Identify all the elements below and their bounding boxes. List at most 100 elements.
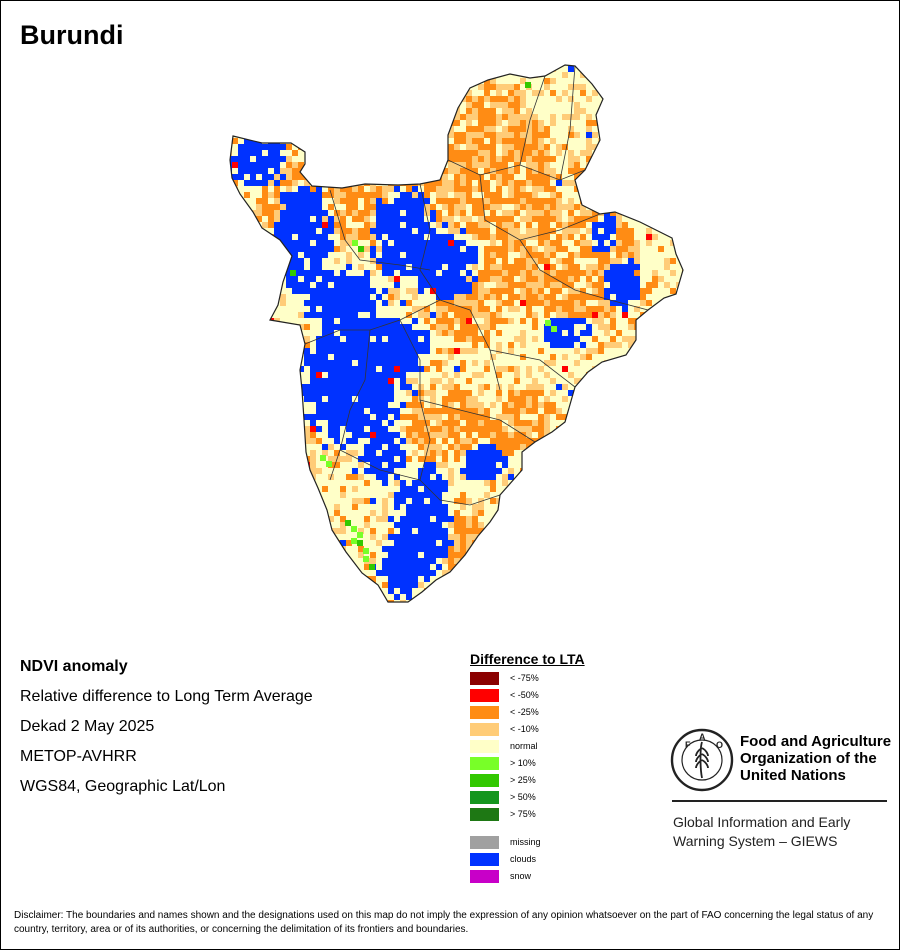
anomaly-pixel bbox=[478, 162, 484, 168]
anomaly-pixel bbox=[460, 300, 466, 306]
anomaly-pixel bbox=[256, 414, 262, 420]
anomaly-pixel bbox=[460, 282, 466, 288]
anomaly-pixel bbox=[394, 78, 400, 84]
anomaly-pixel bbox=[688, 474, 694, 480]
anomaly-pixel bbox=[286, 192, 292, 198]
anomaly-pixel bbox=[502, 180, 508, 186]
anomaly-pixel bbox=[230, 222, 232, 228]
anomaly-pixel bbox=[310, 65, 316, 66]
anomaly-pixel bbox=[604, 468, 610, 474]
anomaly-pixel bbox=[580, 108, 586, 114]
anomaly-pixel bbox=[394, 222, 400, 228]
anomaly-pixel bbox=[412, 420, 418, 426]
anomaly-pixel bbox=[538, 366, 544, 372]
anomaly-pixel bbox=[286, 174, 292, 180]
anomaly-pixel bbox=[304, 66, 310, 72]
anomaly-pixel bbox=[454, 318, 460, 324]
fao-name-line-1: Food and Agriculture bbox=[740, 733, 892, 750]
anomaly-pixel bbox=[538, 606, 544, 612]
anomaly-pixel bbox=[334, 294, 340, 300]
anomaly-pixel bbox=[280, 366, 286, 372]
anomaly-pixel bbox=[310, 378, 316, 384]
anomaly-pixel bbox=[334, 192, 340, 198]
anomaly-pixel bbox=[352, 588, 358, 594]
anomaly-pixel bbox=[598, 162, 604, 168]
anomaly-pixel bbox=[508, 288, 514, 294]
anomaly-pixel bbox=[442, 360, 448, 366]
anomaly-pixel bbox=[484, 66, 490, 72]
anomaly-pixel bbox=[406, 168, 412, 174]
anomaly-pixel bbox=[538, 228, 544, 234]
anomaly-pixel bbox=[448, 264, 454, 270]
anomaly-pixel bbox=[406, 312, 412, 318]
anomaly-pixel bbox=[424, 390, 430, 396]
anomaly-pixel bbox=[478, 324, 484, 330]
anomaly-pixel bbox=[322, 342, 328, 348]
anomaly-pixel bbox=[376, 246, 382, 252]
anomaly-pixel bbox=[316, 600, 322, 602]
anomaly-pixel bbox=[568, 126, 574, 132]
anomaly-pixel bbox=[694, 576, 700, 582]
anomaly-pixel bbox=[406, 414, 412, 420]
anomaly-pixel bbox=[646, 582, 652, 588]
anomaly-pixel bbox=[322, 210, 328, 216]
anomaly-pixel bbox=[574, 312, 580, 318]
anomaly-pixel bbox=[532, 162, 538, 168]
anomaly-pixel bbox=[688, 384, 694, 390]
anomaly-pixel bbox=[244, 324, 250, 330]
anomaly-pixel bbox=[622, 228, 628, 234]
anomaly-pixel bbox=[340, 300, 346, 306]
anomaly-pixel bbox=[316, 384, 322, 390]
anomaly-pixel bbox=[286, 468, 292, 474]
anomaly-pixel bbox=[502, 132, 508, 138]
anomaly-pixel bbox=[598, 564, 604, 570]
anomaly-pixel bbox=[412, 354, 418, 360]
anomaly-pixel bbox=[670, 270, 676, 276]
anomaly-pixel bbox=[508, 138, 514, 144]
anomaly-pixel bbox=[346, 426, 352, 432]
anomaly-pixel bbox=[346, 240, 352, 246]
anomaly-pixel bbox=[646, 300, 652, 306]
anomaly-pixel bbox=[340, 360, 346, 366]
anomaly-pixel bbox=[292, 408, 298, 414]
anomaly-pixel bbox=[550, 282, 556, 288]
anomaly-pixel bbox=[274, 552, 280, 558]
anomaly-pixel bbox=[274, 144, 280, 150]
anomaly-pixel bbox=[694, 204, 700, 210]
anomaly-pixel bbox=[652, 126, 658, 132]
anomaly-pixel bbox=[514, 192, 520, 198]
anomaly-pixel bbox=[286, 414, 292, 420]
anomaly-pixel bbox=[424, 516, 430, 522]
anomaly-pixel bbox=[418, 204, 424, 210]
anomaly-pixel bbox=[604, 384, 610, 390]
anomaly-pixel bbox=[526, 132, 532, 138]
anomaly-pixel bbox=[604, 252, 610, 258]
anomaly-pixel bbox=[352, 342, 358, 348]
anomaly-pixel bbox=[292, 192, 298, 198]
anomaly-pixel bbox=[538, 456, 544, 462]
anomaly-pixel bbox=[568, 534, 574, 540]
anomaly-pixel bbox=[670, 192, 676, 198]
anomaly-pixel bbox=[262, 198, 268, 204]
anomaly-pixel bbox=[610, 336, 616, 342]
anomaly-pixel bbox=[484, 192, 490, 198]
anomaly-pixel bbox=[466, 186, 472, 192]
anomaly-pixel bbox=[502, 450, 508, 456]
anomaly-pixel bbox=[388, 600, 394, 602]
anomaly-pixel bbox=[406, 330, 412, 336]
anomaly-pixel bbox=[364, 336, 370, 342]
anomaly-pixel bbox=[532, 300, 538, 306]
anomaly-pixel bbox=[262, 582, 268, 588]
anomaly-pixel bbox=[694, 462, 700, 468]
anomaly-pixel bbox=[592, 246, 598, 252]
anomaly-pixel bbox=[568, 168, 574, 174]
anomaly-pixel bbox=[220, 276, 226, 282]
anomaly-pixel bbox=[430, 438, 436, 444]
anomaly-pixel bbox=[562, 234, 568, 240]
province-boundary bbox=[329, 329, 371, 481]
anomaly-pixel bbox=[466, 132, 472, 138]
anomaly-pixel bbox=[232, 528, 238, 534]
anomaly-pixel bbox=[628, 264, 634, 270]
anomaly-pixel bbox=[424, 72, 430, 78]
anomaly-pixel bbox=[346, 456, 352, 462]
